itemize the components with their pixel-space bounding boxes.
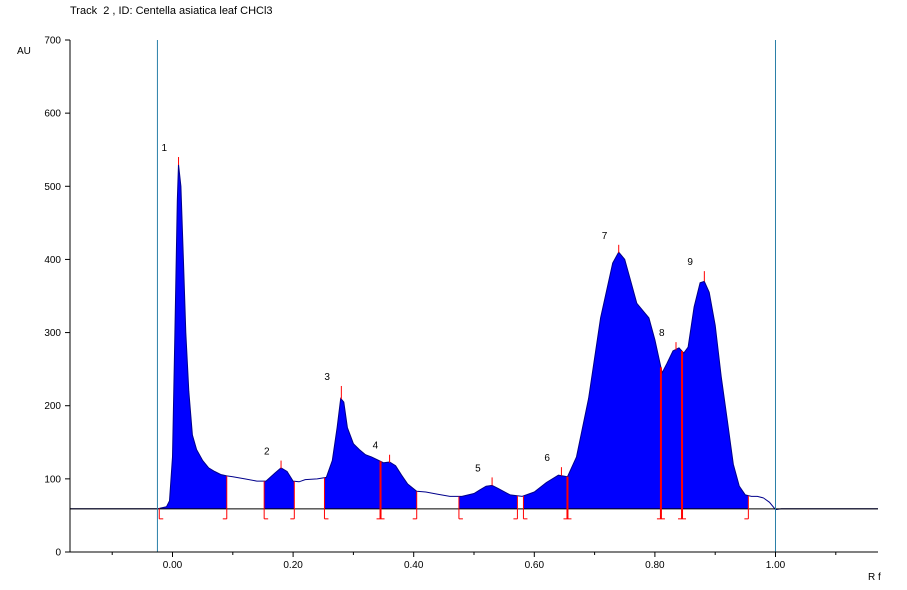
x-tick-label-0.00: 0.00 <box>163 560 183 571</box>
peak-region-2 <box>264 467 295 509</box>
peak-label-7: 7 <box>602 231 608 242</box>
limit-lines <box>156 40 776 552</box>
y-tick-label-100: 100 <box>44 474 61 485</box>
peak-label-8: 8 <box>659 328 665 339</box>
profile-line <box>70 164 878 511</box>
x-axis-label: R f <box>868 572 881 583</box>
y-tick-label-300: 300 <box>44 328 61 339</box>
axes: 0 100 200 300 400 500 600 700 0.00 0.20 0.40 0.60 0.… <box>44 36 878 571</box>
chart-title: Track 2 , ID: Centella asiatica leaf CHC… <box>70 5 273 17</box>
y-tick-label-500: 500 <box>44 182 61 193</box>
peak-label-6: 6 <box>544 453 550 464</box>
peak-region-5 <box>523 252 661 509</box>
peak-region-6 <box>660 281 749 509</box>
y-tick-label-700: 700 <box>44 36 61 47</box>
peak-markers: 1 2 3 4 5 6 7 8 9 <box>158 143 749 520</box>
peak-label-3: 3 <box>324 372 330 383</box>
peak-label-9: 9 <box>687 257 693 268</box>
peak-region-3 <box>324 398 417 509</box>
density-curve <box>70 164 878 511</box>
peak-label-4: 4 <box>373 441 379 452</box>
peak-region-1 <box>159 164 227 509</box>
y-tick-label-400: 400 <box>44 255 61 266</box>
y-tick-label-200: 200 <box>44 401 61 412</box>
peak-region-4 <box>458 485 518 509</box>
y-axis-label: AU <box>17 46 31 57</box>
x-tick-label-0.20: 0.20 <box>283 560 303 571</box>
y-tick-label-0: 0 <box>55 548 61 559</box>
x-tick-label-0.40: 0.40 <box>404 560 424 571</box>
y-tick-label-600: 600 <box>44 109 61 120</box>
x-tick-label-0.60: 0.60 <box>525 560 545 571</box>
peak-label-5: 5 <box>475 463 481 474</box>
peak-label-1: 1 <box>162 143 168 154</box>
x-tick-label-0.80: 0.80 <box>645 560 665 571</box>
peak-label-2: 2 <box>264 447 270 458</box>
x-tick-label-1.00: 1.00 <box>766 560 786 571</box>
